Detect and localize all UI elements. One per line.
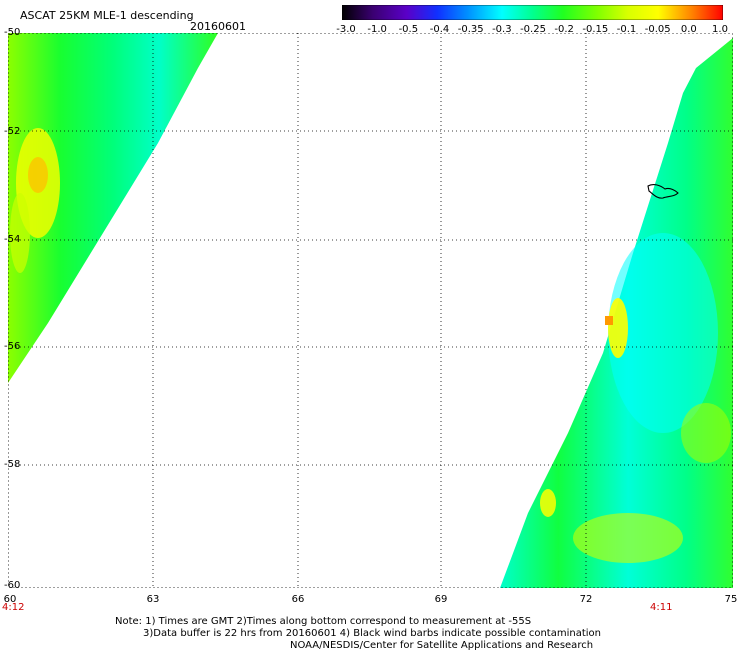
colorbar-tick-label: 1.0 — [712, 24, 728, 35]
colorbar-tick-label: -0.3 — [492, 24, 512, 35]
lat-label: -54 — [4, 234, 21, 245]
gridlines — [8, 33, 733, 588]
footer-notes: Note: 1) Times are GMT 2)Times along bot… — [115, 616, 601, 652]
lat-label: -50 — [4, 27, 21, 38]
lat-label: -58 — [4, 459, 21, 470]
lon-label: 60 — [3, 594, 17, 605]
map-plot — [8, 33, 733, 588]
right-swath-lime-patch — [573, 513, 683, 563]
island-outline — [647, 184, 679, 199]
colorbar-tick-label: -0.2 — [554, 24, 574, 35]
colorbar-tick-label: -0.4 — [429, 24, 450, 35]
time-label-left: 4:12 — [2, 602, 25, 613]
colorbar-tick-label: -0.25 — [520, 24, 546, 35]
lon-label: 75 — [724, 594, 738, 605]
right-swath-yellow-spot — [540, 489, 556, 517]
lat-label: -56 — [4, 341, 21, 352]
right-swath-lime-spot — [681, 403, 731, 463]
lon-label: 63 — [146, 594, 160, 605]
colorbar-tick-label: -0.1 — [616, 24, 637, 35]
lat-label: -52 — [4, 126, 21, 137]
colorbar — [342, 5, 723, 20]
colorbar-tick-label: 0.0 — [680, 24, 697, 35]
left-swath — [8, 33, 218, 383]
left-swath-hotspot-core — [28, 157, 48, 193]
time-label-right: 4:11 — [650, 602, 673, 613]
note-line: 3)Data buffer is 22 hrs from 20160601 4)… — [143, 628, 601, 639]
lon-label: 66 — [291, 594, 305, 605]
right-swath-cyan-band — [608, 233, 718, 433]
lon-label: 69 — [434, 594, 448, 605]
left-swath-edge-highlight — [10, 193, 30, 273]
colorbar-tick-label: -0.5 — [398, 24, 419, 35]
lon-label: 72 — [579, 594, 593, 605]
colorbar-tick-label: -0.35 — [457, 24, 484, 35]
colorbar-tick-label: -0.05 — [644, 24, 671, 35]
map-date: 20160601 — [190, 20, 246, 33]
plot-frame — [8, 33, 733, 588]
lat-label: -60 — [4, 580, 21, 591]
right-swath-orange-pixel — [605, 316, 613, 325]
right-swath-yellow-patch — [608, 298, 628, 358]
note-line: NOAA/NESDIS/Center for Satellite Applica… — [290, 640, 594, 651]
colorbar-tick-label: -1.0 — [367, 24, 387, 35]
map-title: ASCAT 25KM MLE-1 descending — [20, 9, 194, 22]
note-line: Note: 1) Times are GMT 2)Times along bot… — [115, 616, 532, 627]
colorbar-tick-label: -0.15 — [582, 24, 609, 35]
colorbar-tick-label: -3.0 — [336, 24, 356, 35]
